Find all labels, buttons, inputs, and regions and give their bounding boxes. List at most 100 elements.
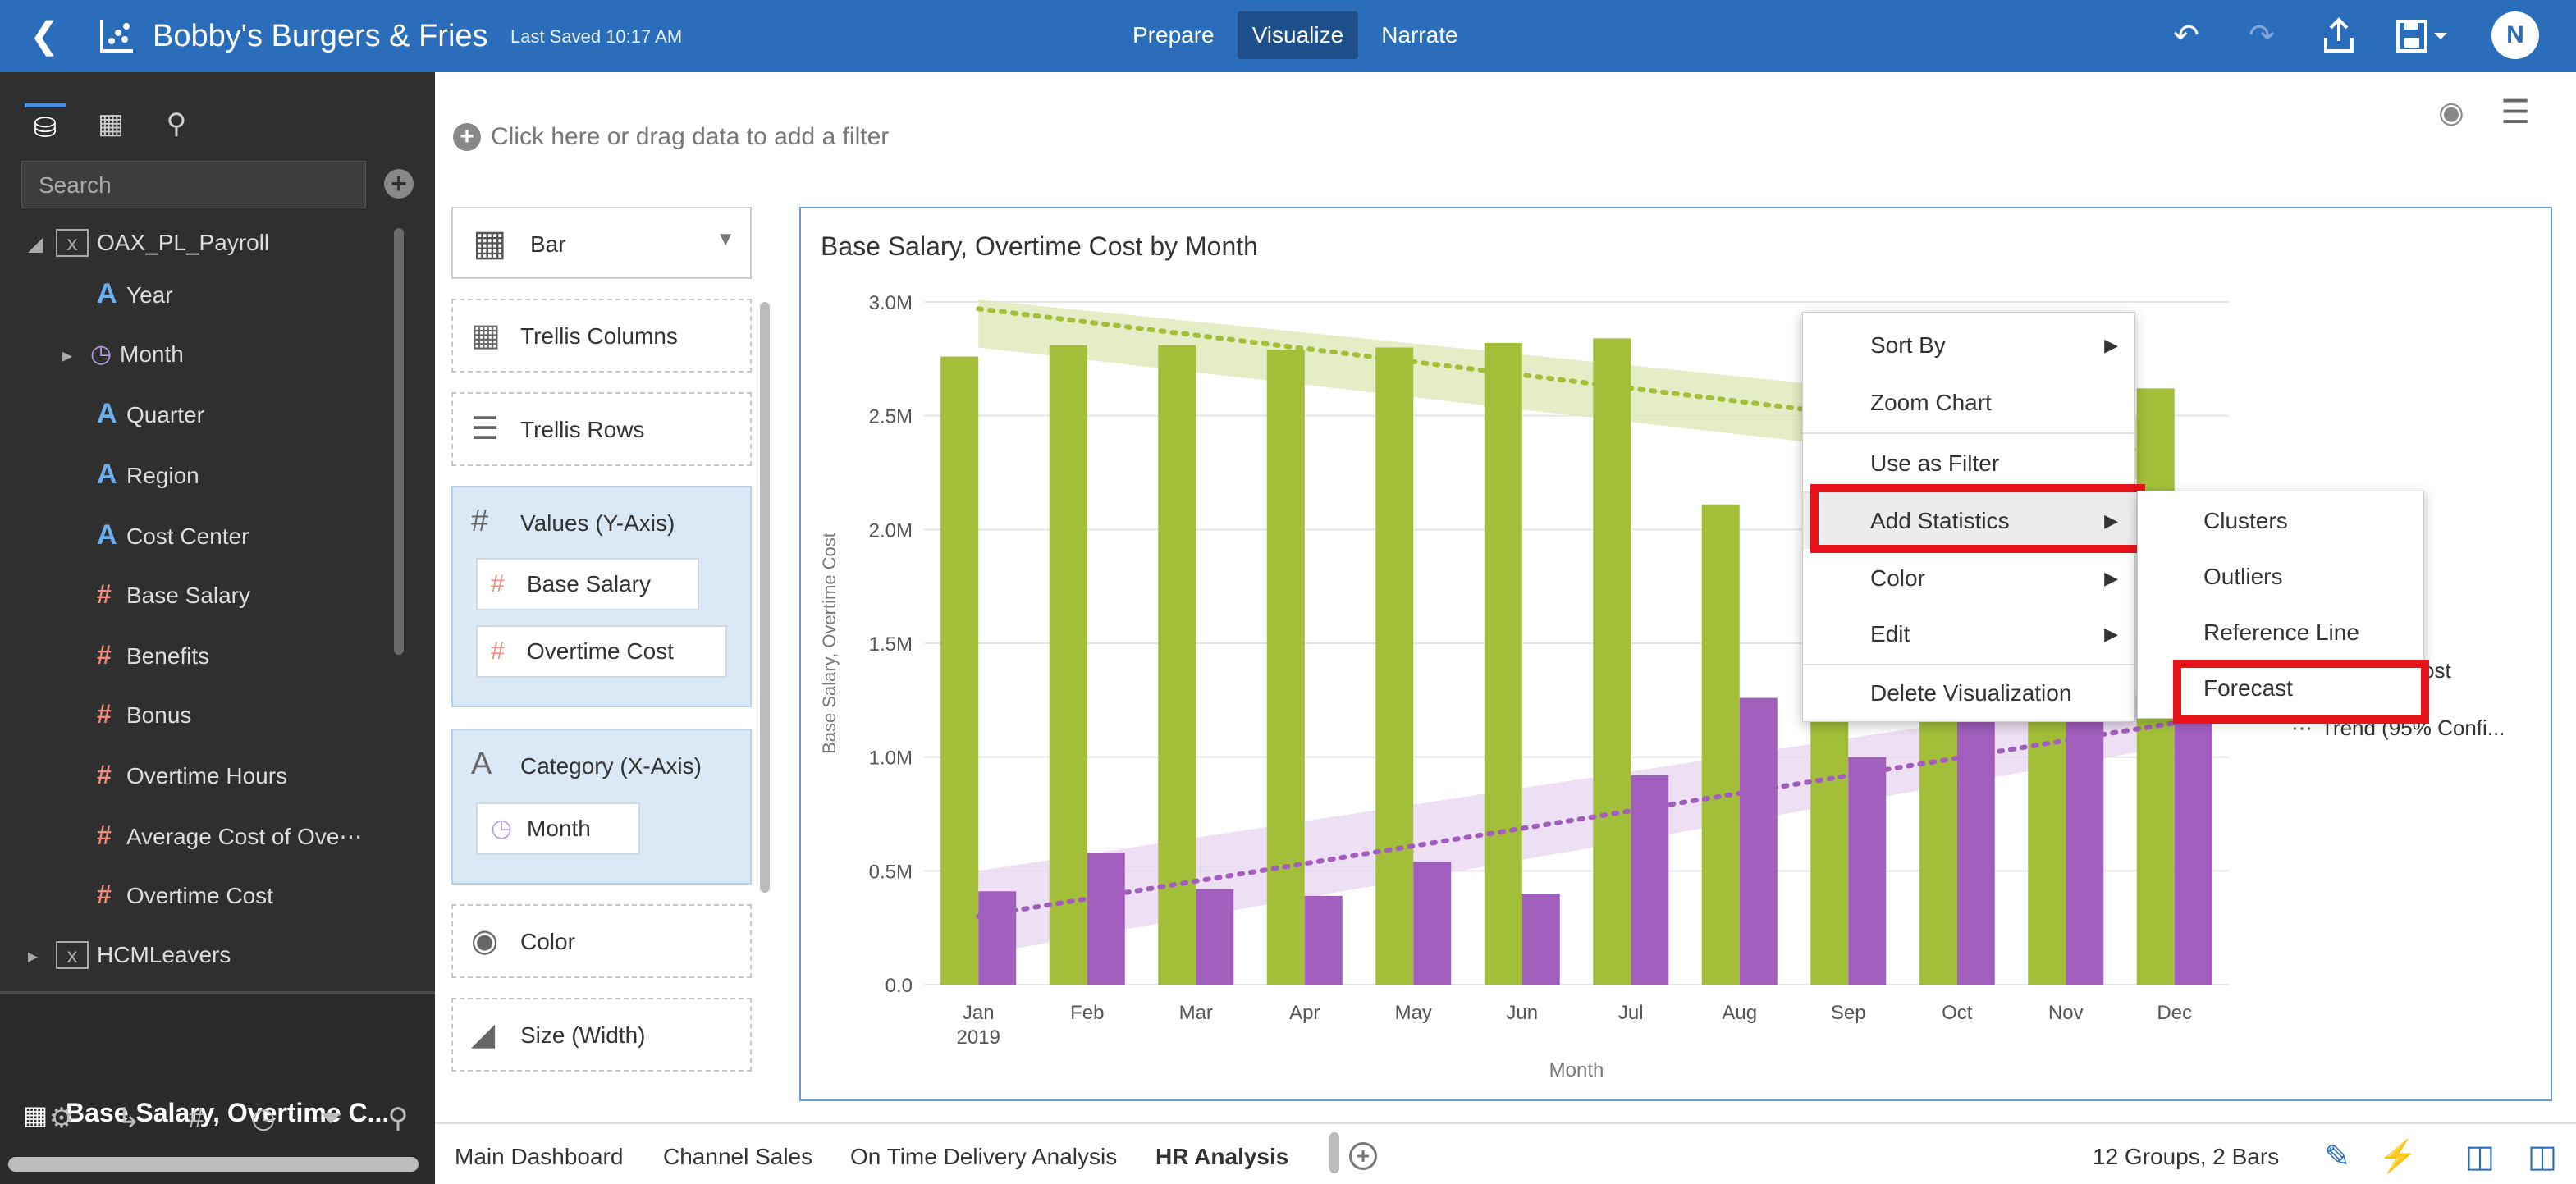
filter-placeholder[interactable]: Click here or drag data to add a filter bbox=[491, 123, 890, 150]
x-tick-label: Dec bbox=[2157, 1002, 2192, 1024]
base-salary-pill[interactable]: # Base Salary bbox=[476, 558, 699, 610]
tab-scroll-handle[interactable] bbox=[1329, 1132, 1339, 1173]
add-statistics-item[interactable]: Add Statistics ▶ bbox=[1803, 493, 2136, 549]
data-panel-scrollbar[interactable] bbox=[394, 228, 404, 655]
data-elements-icon[interactable]: ⛁ bbox=[25, 103, 66, 144]
menu-item-label: Delete Visualization bbox=[1870, 680, 2072, 706]
x-tick-label: Jun bbox=[1506, 1002, 1538, 1024]
field-region[interactable]: A Region bbox=[97, 450, 199, 499]
tab-main-dashboard[interactable]: Main Dashboard bbox=[455, 1144, 624, 1169]
field-overtime-cost[interactable]: # Overtime Cost bbox=[97, 870, 273, 919]
trellis-columns-dropzone[interactable]: ▦ Trellis Columns bbox=[451, 299, 752, 373]
field-month[interactable]: ▸ ◷ Month bbox=[62, 330, 184, 379]
expand-caret-icon[interactable]: ▸ bbox=[62, 345, 73, 367]
right-panel-toggle-icon[interactable]: ◫ bbox=[2528, 1140, 2557, 1174]
field-benefits[interactable]: # Benefits bbox=[97, 630, 209, 679]
add-filter-icon[interactable]: + bbox=[453, 123, 481, 151]
bar-chart-icon: ▦ bbox=[23, 1100, 48, 1130]
analytics-settings-icon[interactable]: ⚲ bbox=[387, 1103, 409, 1134]
axis-icon[interactable]: ↳ bbox=[117, 1103, 141, 1134]
filter-icon[interactable]: ⏷ bbox=[319, 1103, 342, 1134]
export-icon[interactable] bbox=[2316, 13, 2362, 59]
field-average-cost-of-overtime[interactable]: # Average Cost of Ove⋯ bbox=[97, 811, 362, 860]
y-tick-label: 2.0M bbox=[869, 519, 913, 542]
values-y-axis-dropzone[interactable]: # Values (Y-Axis) # Base Salary # Overtime… bbox=[451, 486, 752, 707]
date-time-icon[interactable]: ◷ bbox=[251, 1103, 276, 1134]
clusters-item[interactable]: Clusters bbox=[2138, 493, 2425, 549]
menu-icon[interactable]: ☰ bbox=[2501, 94, 2530, 130]
viz-type-selector[interactable]: ▦ Bar ▼ bbox=[451, 207, 752, 279]
sort-by-item[interactable]: Sort By ▶ bbox=[1803, 318, 2136, 373]
number-format-icon[interactable]: # bbox=[188, 1103, 204, 1134]
use-as-filter-item[interactable]: Use as Filter bbox=[1803, 436, 2136, 491]
y-tick-label: 0.5M bbox=[869, 861, 913, 883]
narrate-tab[interactable]: Narrate bbox=[1381, 22, 1458, 48]
y-tick-label: 0.0 bbox=[885, 975, 913, 997]
outliers-item[interactable]: Outliers bbox=[2138, 549, 2425, 605]
color-dropzone[interactable]: ◉ Color bbox=[451, 904, 752, 978]
field-cost-center[interactable]: A Cost Center bbox=[97, 510, 249, 560]
dataset-oax-pl-payroll[interactable]: ◢ x OAX_PL_Payroll bbox=[28, 218, 269, 267]
color-item[interactable]: Color ▶ bbox=[1803, 551, 2136, 606]
properties-toolbar: ⚙ ↳ # ◷ ⏷ ⚲ bbox=[41, 1098, 419, 1147]
visualization-canvas[interactable]: Base Salary, Overtime Cost by Month 0.0 0… bbox=[799, 207, 2552, 1101]
visualize-tab[interactable]: Visualize bbox=[1237, 11, 1359, 59]
excel-file-icon: x bbox=[56, 229, 89, 257]
reference-line-item[interactable]: Reference Line bbox=[2138, 605, 2425, 661]
field-quarter[interactable]: A Quarter bbox=[97, 389, 204, 438]
prepare-tab[interactable]: Prepare bbox=[1132, 22, 1215, 48]
category-x-axis-dropzone[interactable]: A Category (X-Axis) ◷ Month bbox=[451, 729, 752, 885]
grammar-panel: ▦ Bar ▼ ▦ Trellis Columns ☰ Trellis Rows… bbox=[435, 195, 780, 1122]
overtime-cost-pill[interactable]: # Overtime Cost bbox=[476, 625, 727, 678]
field-label: Month bbox=[120, 341, 184, 367]
panel-horizontal-scrollbar[interactable] bbox=[8, 1157, 419, 1172]
field-label: Benefits bbox=[126, 643, 210, 669]
tab-hr-analysis[interactable]: HR Analysis bbox=[1155, 1144, 1289, 1169]
user-avatar[interactable]: N bbox=[2491, 11, 2539, 59]
add-canvas-icon[interactable]: + bbox=[1349, 1142, 1377, 1170]
zoom-chart-item[interactable]: Zoom Chart bbox=[1803, 375, 2136, 431]
expand-caret-icon[interactable]: ▸ bbox=[28, 945, 39, 967]
redo-icon[interactable]: ↷ bbox=[2249, 19, 2275, 53]
search-input[interactable]: Search bbox=[21, 161, 366, 208]
tab-on-time-delivery-analysis[interactable]: On Time Delivery Analysis bbox=[850, 1144, 1118, 1169]
trellis-rows-dropzone[interactable]: ☰ Trellis Rows bbox=[451, 392, 752, 466]
auto-apply-icon[interactable]: ⚡ bbox=[2378, 1140, 2418, 1174]
undo-icon[interactable]: ↶ bbox=[2173, 19, 2199, 53]
tab-channel-sales[interactable]: Channel Sales bbox=[663, 1144, 813, 1169]
back-chevron-icon[interactable]: ❮ bbox=[29, 16, 60, 56]
field-bonus[interactable]: # Bonus bbox=[97, 689, 191, 738]
forecast-item[interactable]: Forecast bbox=[2138, 661, 2425, 716]
attribute-icon: A bbox=[97, 398, 117, 429]
dataset-label: HCMLeavers bbox=[97, 942, 231, 967]
attribute-icon: A bbox=[471, 747, 492, 781]
visualizations-icon[interactable]: ▦ bbox=[97, 108, 125, 139]
menu-item-label: Reference Line bbox=[2203, 619, 2359, 645]
bar-base-salary bbox=[940, 356, 979, 985]
delete-visualization-item[interactable]: Delete Visualization bbox=[1803, 665, 2136, 721]
chart-title: Base Salary, Overtime Cost by Month bbox=[821, 231, 1258, 261]
add-dataset-icon[interactable]: + bbox=[384, 169, 414, 199]
notes-icon[interactable]: ◉ bbox=[2438, 95, 2464, 129]
collapse-caret-icon[interactable]: ◢ bbox=[28, 233, 43, 255]
analytics-icon[interactable]: ⚲ bbox=[166, 108, 187, 139]
edit-item[interactable]: Edit ▶ bbox=[1803, 606, 2136, 662]
size-dropzone[interactable]: ◢ Size (Width) bbox=[451, 998, 752, 1072]
bar-overtime-cost bbox=[1739, 697, 1778, 985]
save-menu-icon[interactable] bbox=[2391, 13, 2454, 59]
field-year[interactable]: A Year bbox=[97, 269, 173, 318]
filter-bar[interactable]: + Click here or drag data to add a filte… bbox=[435, 72, 2576, 195]
bar-base-salary bbox=[1049, 345, 1087, 985]
measure-icon: # bbox=[491, 638, 505, 665]
dataset-hcmleavers[interactable]: ▸ x HCMLeavers bbox=[28, 930, 231, 980]
month-pill[interactable]: ◷ Month bbox=[476, 802, 640, 855]
top-bar: ❮ Bobby's Burgers & Fries Last Saved 10:… bbox=[0, 0, 2576, 72]
add-statistics-submenu: Clusters Outliers Reference Line Forecas… bbox=[2137, 491, 2424, 719]
field-overtime-hours[interactable]: # Overtime Hours bbox=[97, 750, 287, 799]
field-base-salary[interactable]: # Base Salary bbox=[97, 569, 250, 619]
left-panel-toggle-icon[interactable]: ◫ bbox=[2465, 1140, 2495, 1174]
brush-icon[interactable]: ✎ bbox=[2324, 1140, 2350, 1174]
general-settings-icon[interactable]: ⚙ bbox=[48, 1103, 75, 1134]
pill-label: Overtime Cost bbox=[527, 638, 674, 664]
grammar-scrollbar[interactable] bbox=[760, 302, 770, 893]
